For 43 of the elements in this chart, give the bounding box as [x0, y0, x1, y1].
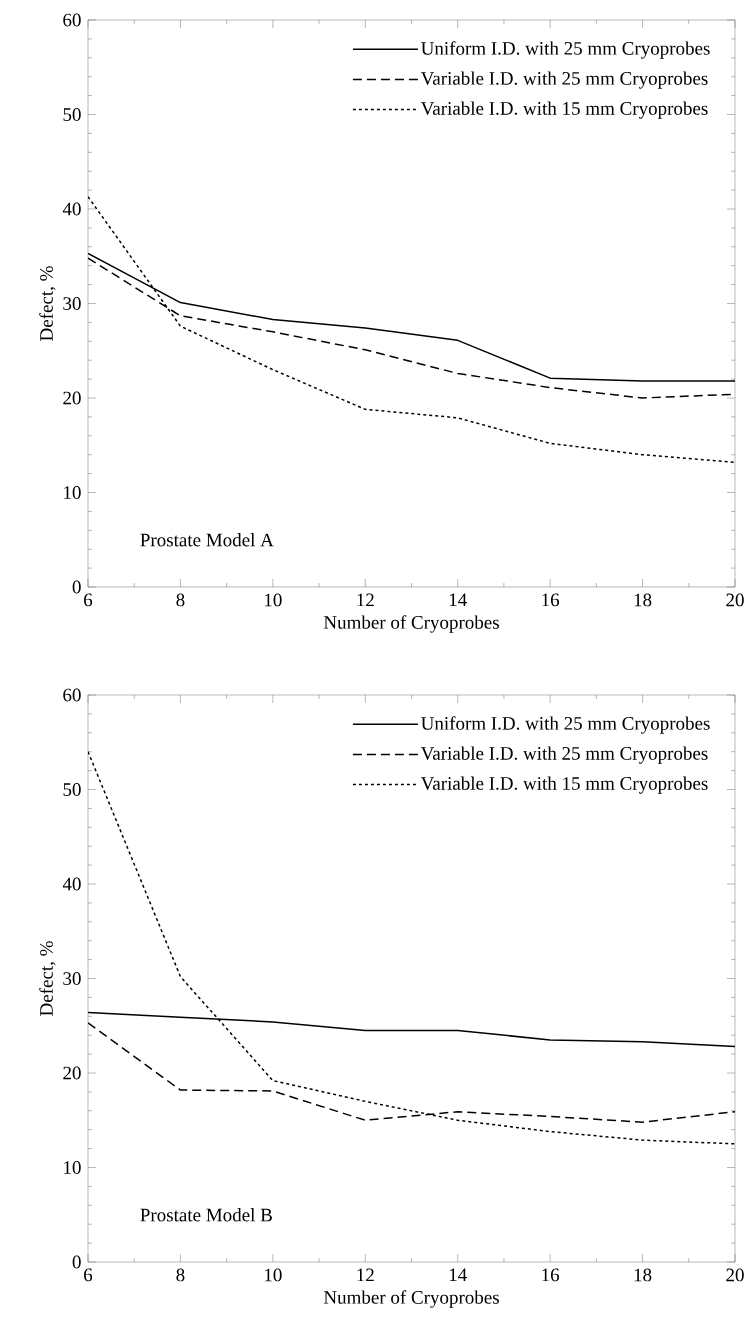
- y-tick-label: 40: [62, 202, 81, 216]
- y-tick-label: 20: [63, 1066, 81, 1080]
- y-tick-label: 40: [62, 877, 81, 891]
- x-tick-label: 10: [265, 1268, 282, 1282]
- legend-label: Variable I.D. with 15 mm Cryoprobes: [420, 101, 708, 119]
- y-tick-label: 10: [64, 1161, 81, 1174]
- x-tick-label: 14: [449, 593, 467, 607]
- y-tick-label: 50: [63, 783, 81, 796]
- y-tick-label: 0: [72, 1255, 81, 1269]
- annotation: Prostate Model B: [140, 1208, 272, 1222]
- y-axis-title: Defect, %: [39, 266, 56, 341]
- x-tick-label: 16: [542, 1268, 560, 1282]
- y-axis-title: Defect, %: [39, 941, 56, 1016]
- legend-label: Uniform I.D. with 25 mm Cryoprobes: [421, 716, 710, 734]
- x-tick-label: 20: [726, 1268, 744, 1282]
- legend-label: Uniform I.D. with 25 mm Cryoprobes: [421, 41, 710, 59]
- x-tick-label: 12: [357, 1268, 374, 1282]
- x-tick-label: 8: [176, 593, 185, 607]
- x-tick-label: 18: [634, 593, 652, 607]
- y-tick-label: 30: [63, 972, 81, 985]
- y-tick-label: 50: [63, 108, 81, 121]
- x-tick-label: 14: [449, 1268, 467, 1282]
- x-tick-label: 8: [176, 1268, 185, 1282]
- x-tick-label: 18: [634, 1268, 652, 1282]
- y-tick-label: 0: [72, 580, 81, 594]
- x-tick-label: 16: [542, 593, 560, 607]
- x-tick-label: 12: [357, 593, 374, 607]
- y-tick-label: 10: [64, 486, 81, 499]
- x-axis-title: Number of Cryoprobes: [323, 1290, 499, 1308]
- x-tick-label: 6: [84, 593, 93, 607]
- y-tick-label: 60: [63, 13, 81, 27]
- x-tick-label: 10: [265, 593, 282, 607]
- line-series: [88, 195, 736, 464]
- annotation: Prostate Model A: [140, 533, 274, 547]
- legend-label: Variable I.D. with 25 mm Cryoprobes: [420, 71, 708, 89]
- y-tick-label: 20: [63, 391, 81, 405]
- x-axis-title: Number of Cryoprobes: [323, 615, 499, 633]
- x-tick-label: 6: [84, 1268, 93, 1282]
- y-tick-label: 30: [63, 297, 81, 310]
- legend-label: Variable I.D. with 25 mm Cryoprobes: [420, 746, 708, 764]
- y-tick-label: 60: [63, 688, 81, 702]
- x-tick-label: 20: [726, 593, 744, 607]
- legend-label: Variable I.D. with 15 mm Cryoprobes: [420, 776, 708, 794]
